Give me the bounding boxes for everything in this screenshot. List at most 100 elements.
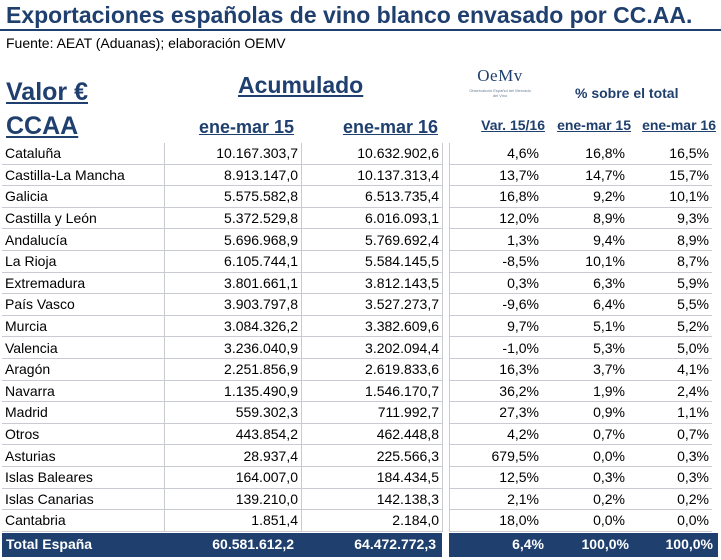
table-row: Valencia 3.236.040,9 3.202.094,4 -1,0% 5,3% 5…: [2, 336, 712, 359]
gap-cell: [442, 315, 450, 337]
total-gap: [442, 533, 449, 557]
pct16-cell: 8,7%: [628, 250, 712, 273]
table-row: Extremadura 3.801.661,1 3.812.143,5 0,3% 6,3…: [2, 272, 712, 295]
pct16-cell: 2,4%: [628, 380, 712, 403]
region-cell: Cataluña: [2, 143, 165, 165]
var-cell: 9,7%: [449, 315, 542, 338]
value-ene15-cell: 10.167.303,7: [164, 143, 302, 165]
gap-cell: [442, 143, 450, 165]
region-cell: Galicia: [2, 185, 165, 208]
var-cell: -8,5%: [449, 250, 542, 273]
gap-cell: [442, 509, 450, 532]
pct16-cell: 1,1%: [628, 401, 712, 424]
table-row: Islas Canarias 139.210,0 142.138,3 2,1% 0,2%…: [2, 488, 712, 511]
region-cell: Aragón: [2, 358, 165, 381]
region-cell: Castilla y León: [2, 207, 165, 230]
var-cell: 1,3%: [449, 228, 542, 251]
region-cell: Madrid: [2, 401, 165, 424]
region-cell: Castilla-La Mancha: [2, 164, 165, 187]
region-cell: Otros: [2, 423, 165, 446]
gap-cell: [442, 358, 450, 381]
table-row: Navarra 1.135.490,9 1.546.170,7 36,2% 1,9% 2,…: [2, 380, 712, 403]
gap-cell: [442, 380, 450, 402]
pct16-cell: 0,7%: [628, 423, 712, 446]
valor-heading: Valor €: [6, 78, 88, 106]
pct16-cell: 0,0%: [628, 509, 712, 532]
logo-subtitle: Observatorio Español del Mercado del Vin…: [469, 88, 531, 98]
gap-cell: [442, 488, 450, 510]
region-cell: País Vasco: [2, 293, 165, 316]
region-cell: Extremadura: [2, 272, 165, 295]
pct16-cell: 4,1%: [628, 358, 712, 381]
value-ene15-cell: 2.251.856,9: [164, 358, 302, 381]
region-cell: Navarra: [2, 380, 165, 403]
total-p15: 100,0%: [581, 536, 629, 552]
value-ene16-cell: 5.769.692,4: [301, 228, 443, 251]
value-ene15-cell: 5.696.968,9: [164, 228, 302, 251]
var-cell: 36,2%: [449, 380, 542, 403]
total-label: Total España: [6, 536, 93, 552]
value-ene15-cell: 1.135.490,9: [164, 380, 302, 403]
pct15-cell: 1,9%: [542, 380, 628, 403]
pct16-cell: 5,0%: [628, 336, 712, 359]
value-ene15-cell: 6.105.744,1: [164, 250, 302, 273]
value-ene16-cell: 3.382.609,6: [301, 315, 443, 338]
oemv-logo: OeMv Observatorio Español del Mercado de…: [468, 64, 532, 104]
gap-cell: [442, 272, 450, 294]
value-ene15-cell: 3.084.326,2: [164, 315, 302, 338]
gap-cell: [442, 444, 450, 467]
region-cell: Cantabria: [2, 509, 165, 532]
pct15-cell: 6,4%: [542, 293, 628, 316]
pct15-cell: 6,3%: [542, 272, 628, 295]
table-row: Castilla y León 5.372.529,8 6.016.093,1 12,…: [2, 207, 712, 230]
value-ene15-cell: 443.854,2: [164, 423, 302, 446]
value-ene16-cell: 1.546.170,7: [301, 380, 443, 403]
gap-cell: [442, 336, 450, 359]
pct16-cell: 5,2%: [628, 315, 712, 338]
region-cell: Murcia: [2, 315, 165, 338]
pct15-cell: 10,1%: [542, 250, 628, 273]
value-ene16-cell: 10.632.902,6: [301, 143, 443, 165]
value-ene15-cell: 1.851,4: [164, 509, 302, 532]
col-header-pct15: ene-mar 15: [557, 117, 631, 133]
region-cell: Andalucía: [2, 228, 165, 251]
value-ene16-cell: 3.812.143,5: [301, 272, 443, 295]
var-cell: 12,5%: [449, 466, 542, 489]
table-row: Andalucía 5.696.968,9 5.769.692,4 1,3% 9,4% 8…: [2, 228, 712, 251]
value-ene16-cell: 184.434,5: [301, 466, 443, 489]
pct16-cell: 5,5%: [628, 293, 712, 316]
value-ene16-cell: 2.619.833,6: [301, 358, 443, 381]
value-ene15-cell: 5.575.582,8: [164, 185, 302, 208]
pct15-cell: 9,2%: [542, 185, 628, 208]
table-row: Otros 443.854,2 462.448,8 4,2% 0,7% 0,7%: [2, 423, 712, 446]
var-cell: 13,7%: [449, 164, 542, 187]
table-row: Aragón 2.251.856,9 2.619.833,6 16,3% 3,7% 4,1…: [2, 358, 712, 381]
gap-cell: [442, 401, 450, 424]
pct15-cell: 0,3%: [542, 466, 628, 489]
acumulado-heading: Acumulado: [238, 72, 364, 98]
total-row: Total España 60.581.612,2 64.472.772,3 6…: [2, 533, 718, 557]
gap-cell: [442, 185, 450, 208]
value-ene16-cell: 2.184,0: [301, 509, 443, 532]
region-cell: Valencia: [2, 336, 165, 359]
value-ene16-cell: 711.992,7: [301, 401, 443, 424]
gap-cell: [442, 228, 450, 251]
value-ene15-cell: 28.937,4: [164, 444, 302, 467]
pct16-cell: 5,9%: [628, 272, 712, 295]
var-cell: 16,8%: [449, 185, 542, 208]
pct15-cell: 3,7%: [542, 358, 628, 381]
pct15-cell: 0,9%: [542, 401, 628, 424]
pct15-cell: 8,9%: [542, 207, 628, 230]
value-ene15-cell: 5.372.529,8: [164, 207, 302, 230]
region-cell: Asturias: [2, 444, 165, 467]
table-row: Asturias 28.937,4 225.566,3 679,5% 0,0% 0,3%: [2, 444, 712, 467]
value-ene16-cell: 225.566,3: [301, 444, 443, 467]
page-title: Exportaciones españolas de vino blanco e…: [6, 2, 693, 28]
total-v16: 64.472.772,3: [354, 536, 436, 552]
pct15-cell: 0,0%: [542, 444, 628, 467]
pct16-cell: 15,7%: [628, 164, 712, 187]
var-cell: 27,3%: [449, 401, 542, 424]
col-header-ene15: ene-mar 15: [198, 117, 294, 137]
logo-text: OeMv: [477, 66, 523, 85]
value-ene15-cell: 3.801.661,1: [164, 272, 302, 295]
